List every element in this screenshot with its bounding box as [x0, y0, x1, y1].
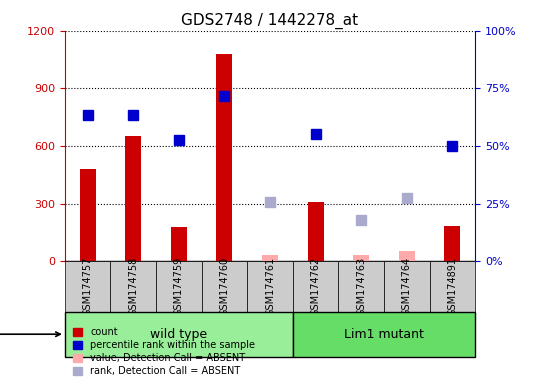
- Text: GSM174757: GSM174757: [83, 257, 92, 316]
- FancyBboxPatch shape: [293, 311, 475, 357]
- Text: genotype/variation: genotype/variation: [0, 329, 60, 339]
- FancyBboxPatch shape: [293, 261, 339, 311]
- FancyBboxPatch shape: [65, 261, 110, 311]
- Text: Lim1 mutant: Lim1 mutant: [344, 328, 424, 341]
- Bar: [79, 169, 96, 261]
- Text: GSM174761: GSM174761: [265, 257, 275, 316]
- Bar: [399, 251, 415, 261]
- Text: GSM174758: GSM174758: [128, 257, 138, 316]
- FancyBboxPatch shape: [156, 261, 201, 311]
- FancyBboxPatch shape: [110, 261, 156, 311]
- Text: GSM174762: GSM174762: [310, 257, 321, 316]
- FancyBboxPatch shape: [430, 261, 475, 311]
- Text: GSM174759: GSM174759: [174, 257, 184, 316]
- FancyBboxPatch shape: [201, 261, 247, 311]
- Text: wild type: wild type: [150, 328, 207, 341]
- Text: GSM174891: GSM174891: [448, 257, 457, 316]
- Bar: [171, 227, 187, 261]
- Title: GDS2748 / 1442278_at: GDS2748 / 1442278_at: [181, 13, 359, 29]
- Bar: [353, 255, 369, 261]
- FancyBboxPatch shape: [339, 261, 384, 311]
- Text: GSM174760: GSM174760: [219, 257, 230, 316]
- Bar: [262, 255, 278, 261]
- Bar: [444, 226, 461, 261]
- FancyBboxPatch shape: [247, 261, 293, 311]
- Legend: count, percentile rank within the sample, value, Detection Call = ABSENT, rank, : count, percentile rank within the sample…: [70, 324, 258, 379]
- Text: GSM174764: GSM174764: [402, 257, 412, 316]
- Bar: [217, 54, 232, 261]
- FancyBboxPatch shape: [65, 311, 293, 357]
- Bar: [125, 136, 141, 261]
- Bar: [308, 202, 323, 261]
- Text: GSM174763: GSM174763: [356, 257, 366, 316]
- FancyBboxPatch shape: [384, 261, 430, 311]
